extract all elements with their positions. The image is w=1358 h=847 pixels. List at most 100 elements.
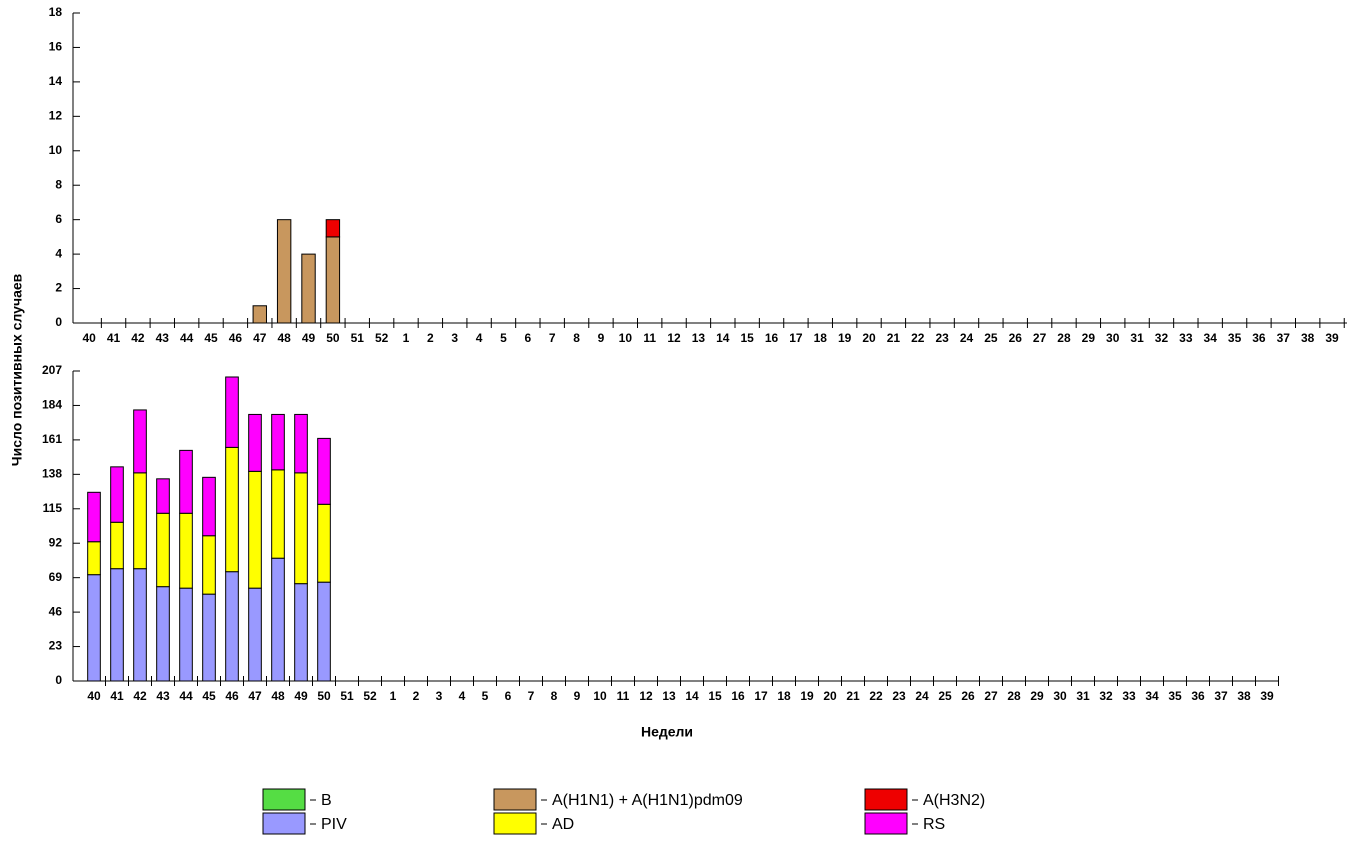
x-tick-label: 43 [156,331,170,345]
y-tick-label: 0 [55,315,62,329]
x-tick-label: 15 [708,689,722,703]
x-tick-label: 38 [1237,689,1251,703]
x-tick-label: 47 [253,331,267,345]
bar-segment [325,219,341,238]
x-tick-label: 32 [1155,331,1169,345]
bar-segment [248,413,262,472]
y-tick-label: 6 [55,212,62,226]
x-tick-label: 27 [984,689,998,703]
legend-swatch [262,788,306,811]
x-tick-label: 42 [133,689,147,703]
x-tick-label: 45 [202,689,216,703]
legend-label: A(H3N2) [923,792,985,809]
bar-segment [110,568,124,682]
y-tick-label: 16 [49,40,63,54]
y-axis-label: Число позитивных случаев [9,273,25,466]
x-tick-label: 14 [685,689,699,703]
x-tick-label: 24 [915,689,929,703]
x-tick-label: 10 [619,331,633,345]
x-tick-label: 21 [887,331,901,345]
x-tick-label: 46 [225,689,239,703]
x-tick-label: 22 [869,689,883,703]
x-tick-label: 29 [1030,689,1044,703]
x-tick-label: 30 [1053,689,1067,703]
bar-segment [248,470,262,589]
legend-label: RS [923,816,945,833]
y-tick-label: 184 [42,398,62,412]
bar-segment [271,413,285,471]
bar-segment [202,593,216,682]
x-tick-label: 5 [500,331,507,345]
x-tick-label: 2 [413,689,420,703]
x-tick-label: 30 [1106,331,1120,345]
x-tick-label: 24 [960,331,974,345]
bar-segment [317,581,331,682]
x-tick-label: 46 [229,331,243,345]
bar-segment [301,253,316,324]
bar-segment [133,409,147,474]
x-tick-label: 28 [1007,689,1021,703]
x-tick-label: 7 [528,689,535,703]
bar-segment [133,568,147,682]
x-tick-label: 14 [716,331,730,345]
bar-segment [156,512,170,588]
bar-segment [294,413,308,474]
x-tick-label: 52 [363,689,377,703]
x-tick-label: 5 [482,689,489,703]
bar-segment [156,586,170,682]
x-tick-label: 8 [551,689,558,703]
x-tick-label: 38 [1301,331,1315,345]
x-tick-label: 4 [459,689,466,703]
x-tick-label: 20 [823,689,837,703]
x-tick-label: 26 [961,689,975,703]
x-tick-label: 34 [1145,689,1159,703]
x-tick-label: 41 [107,331,121,345]
x-tick-label: 50 [326,331,340,345]
x-tick-label: 11 [643,331,656,345]
legend-label: B [321,792,332,809]
x-tick-label: 33 [1179,331,1193,345]
x-tick-label: 12 [667,331,681,345]
y-tick-label: 18 [49,5,63,19]
y-tick-label: 69 [49,570,63,584]
x-tick-label: 27 [1033,331,1047,345]
x-tick-label: 49 [302,331,316,345]
y-tick-label: 12 [49,109,63,123]
x-tick-label: 31 [1130,331,1144,345]
x-tick-label: 25 [984,331,998,345]
x-tick-label: 17 [754,689,768,703]
x-tick-label: 28 [1057,331,1071,345]
bar-segment [202,476,216,537]
x-tick-label: 16 [731,689,745,703]
y-tick-label: 115 [43,501,63,515]
y-tick-label: 161 [42,432,62,446]
x-tick-label: 25 [938,689,952,703]
x-tick-label: 32 [1099,689,1113,703]
y-tick-label: 92 [49,535,63,549]
legend-swatch [864,788,908,811]
bar-segment [133,472,147,570]
x-tick-label: 9 [574,689,581,703]
y-tick-label: 46 [49,604,63,618]
bar-segment [179,449,193,514]
x-tick-label: 2 [427,331,434,345]
bar-segment [225,376,239,448]
x-tick-label: 36 [1252,331,1266,345]
bar-segment [179,512,193,589]
x-tick-label: 7 [549,331,556,345]
bar-segment [317,503,331,583]
x-tick-label: 39 [1325,331,1339,345]
x-tick-label: 18 [814,331,828,345]
x-tick-label: 11 [617,689,630,703]
legend-swatch [493,812,537,835]
x-tick-label: 35 [1228,331,1242,345]
x-tick-label: 6 [505,689,512,703]
x-tick-label: 19 [838,331,852,345]
x-tick-label: 18 [777,689,791,703]
x-tick-label: 15 [740,331,754,345]
x-tick-label: 4 [476,331,483,345]
x-tick-label: 21 [846,689,860,703]
x-tick-label: 23 [935,331,949,345]
